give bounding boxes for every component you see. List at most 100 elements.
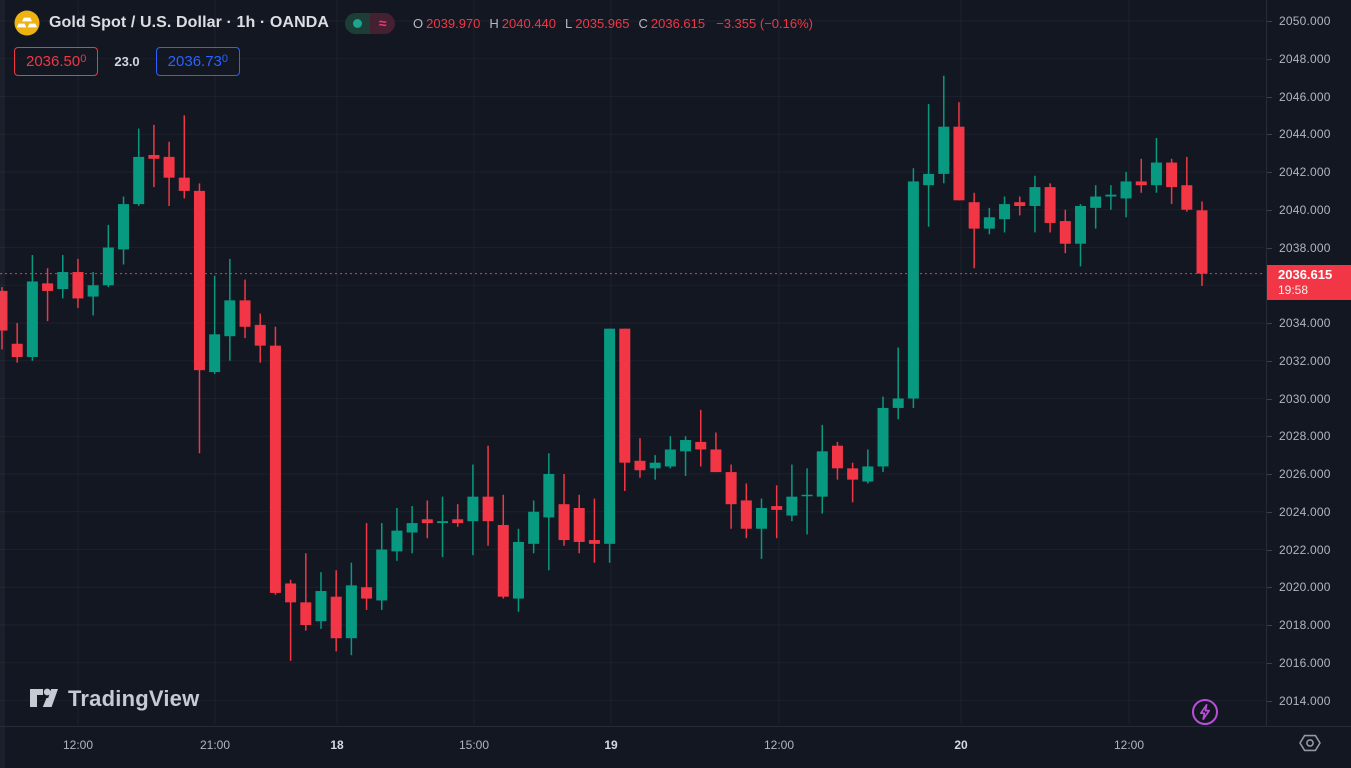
price-axis-tick (1267, 662, 1272, 664)
candle-body (1105, 194, 1117, 197)
symbol-header: Gold Spot / U.S. Dollar · 1h · OANDA ≈ O… (14, 10, 813, 76)
price-axis-label: 2032.000 (1279, 353, 1331, 368)
market-status-pills[interactable]: ≈ (345, 12, 396, 34)
candle-body (437, 521, 449, 524)
price-axis-tick (1267, 209, 1272, 211)
bid-price: 2036.50 (26, 53, 81, 70)
candle-body (999, 204, 1011, 220)
bid-ask-row: 2036.500 23.0 2036.730 (14, 47, 813, 76)
price-axis-tick (1267, 360, 1272, 362)
candle-body (361, 587, 373, 599)
candle-body (1135, 181, 1147, 186)
candle-body (786, 496, 798, 516)
bar-countdown: 19:58 (1278, 282, 1309, 297)
candle-body (72, 272, 84, 299)
candle-body (771, 506, 783, 510)
candle-body (1014, 202, 1026, 206)
price-axis-label: 2042.000 (1279, 165, 1331, 179)
symbol-title[interactable]: Gold Spot / U.S. Dollar · 1h · OANDA (49, 14, 330, 31)
sell-bid-button[interactable]: 2036.500 (14, 47, 99, 76)
time-axis-label: 12:00 (62, 738, 94, 752)
price-axis-label: 2020.000 (1279, 580, 1331, 595)
candle-body (725, 472, 737, 505)
price-axis-label: 2014.000 (1279, 693, 1331, 708)
chart-pane[interactable] (0, 0, 1265, 725)
candle-body (862, 466, 874, 482)
price-axis-label: 2030.000 (1279, 391, 1331, 406)
ask-price: 2036.73 (167, 53, 222, 70)
lightning-bolt-icon (1192, 699, 1218, 725)
open-value: 2039.970 (426, 15, 481, 31)
ohlc-readout: O 2039.970 H 2040.440 L 2035.965 C 2036.… (413, 16, 813, 31)
time-axis-label: 12:00 (763, 738, 795, 752)
spread-value: 23.0 (114, 54, 140, 69)
candle-body (254, 324, 266, 346)
candle-body (512, 541, 524, 599)
candle-body (695, 441, 707, 450)
candle-body (133, 156, 145, 205)
candle-body (1166, 162, 1178, 188)
candle-body (42, 283, 54, 291)
candle-body (801, 494, 813, 497)
delayed-data-pill[interactable]: ≈ (370, 12, 396, 34)
buy-ask-button[interactable]: 2036.730 (155, 47, 241, 76)
gold-coin-icon (14, 10, 40, 36)
hexagon-circle-icon (1299, 734, 1321, 752)
time-axis[interactable]: 12:00 21:00 18 15:00 19 12:00 20 12:00 (0, 726, 1351, 768)
candle-body (482, 496, 494, 522)
candle-body (11, 343, 23, 357)
candle-body (680, 440, 692, 452)
high-value: 2040.440 (501, 15, 557, 31)
time-axis-day-label: 19 (604, 738, 618, 752)
candle-body (634, 460, 646, 471)
candle-body (907, 181, 919, 399)
price-axis-tick (1267, 549, 1272, 551)
price-axis-tick (1267, 511, 1272, 513)
tradingview-logo[interactable]: TradingView (29, 686, 199, 712)
last-price-label[interactable]: 2036.615 19:58 (1267, 264, 1351, 300)
change-value: −3.355 (−0.16%) (716, 15, 813, 31)
candle-body (87, 285, 99, 297)
candle-body (239, 300, 251, 327)
candle-body (178, 177, 190, 191)
price-axis-tick (1267, 58, 1272, 60)
instant-trading-button[interactable] (1190, 697, 1220, 727)
candle-body (421, 519, 433, 524)
price-scale-settings-button[interactable] (1296, 729, 1324, 757)
candle-body (330, 596, 342, 639)
candle-body (118, 204, 130, 250)
ask-pip: 0 (221, 53, 229, 65)
last-price-value: 2036.615 (1278, 266, 1333, 282)
low-value: 2035.965 (575, 15, 630, 31)
close-label: C (638, 15, 648, 31)
candle-body (619, 328, 631, 463)
market-open-pill[interactable] (345, 12, 371, 34)
candle-body (1044, 187, 1056, 223)
bid-pip: 0 (80, 53, 87, 65)
candle-body (391, 530, 403, 552)
price-axis[interactable]: 2050.000 2048.000 2046.000 2044.000 2042.000… (1266, 0, 1351, 726)
price-axis-label: 2048.000 (1279, 51, 1331, 66)
candle-body (543, 474, 555, 518)
candle-body (26, 281, 38, 357)
candle-body (649, 462, 661, 469)
price-axis-tick (1267, 436, 1272, 438)
candle-body (1029, 187, 1041, 206)
price-axis-label: 2044.000 (1279, 127, 1331, 142)
price-axis-label: 2016.000 (1279, 655, 1331, 670)
symbol-title-row: Gold Spot / U.S. Dollar · 1h · OANDA ≈ O… (14, 10, 813, 36)
candle-body (102, 247, 114, 286)
price-axis-tick (1267, 587, 1272, 589)
candle-body (938, 126, 950, 174)
candlestick-chart-canvas[interactable] (0, 0, 1265, 725)
high-label: H (489, 15, 499, 31)
candle-body (224, 300, 236, 337)
candle-body (1150, 162, 1162, 186)
tradingview-mark-icon (30, 688, 58, 707)
candle-body (1181, 185, 1193, 210)
candle-body (57, 272, 69, 290)
candle-body (269, 345, 281, 593)
candle-body (877, 407, 889, 467)
time-axis-label: 12:00 (1113, 738, 1145, 752)
candle-body (558, 504, 570, 541)
